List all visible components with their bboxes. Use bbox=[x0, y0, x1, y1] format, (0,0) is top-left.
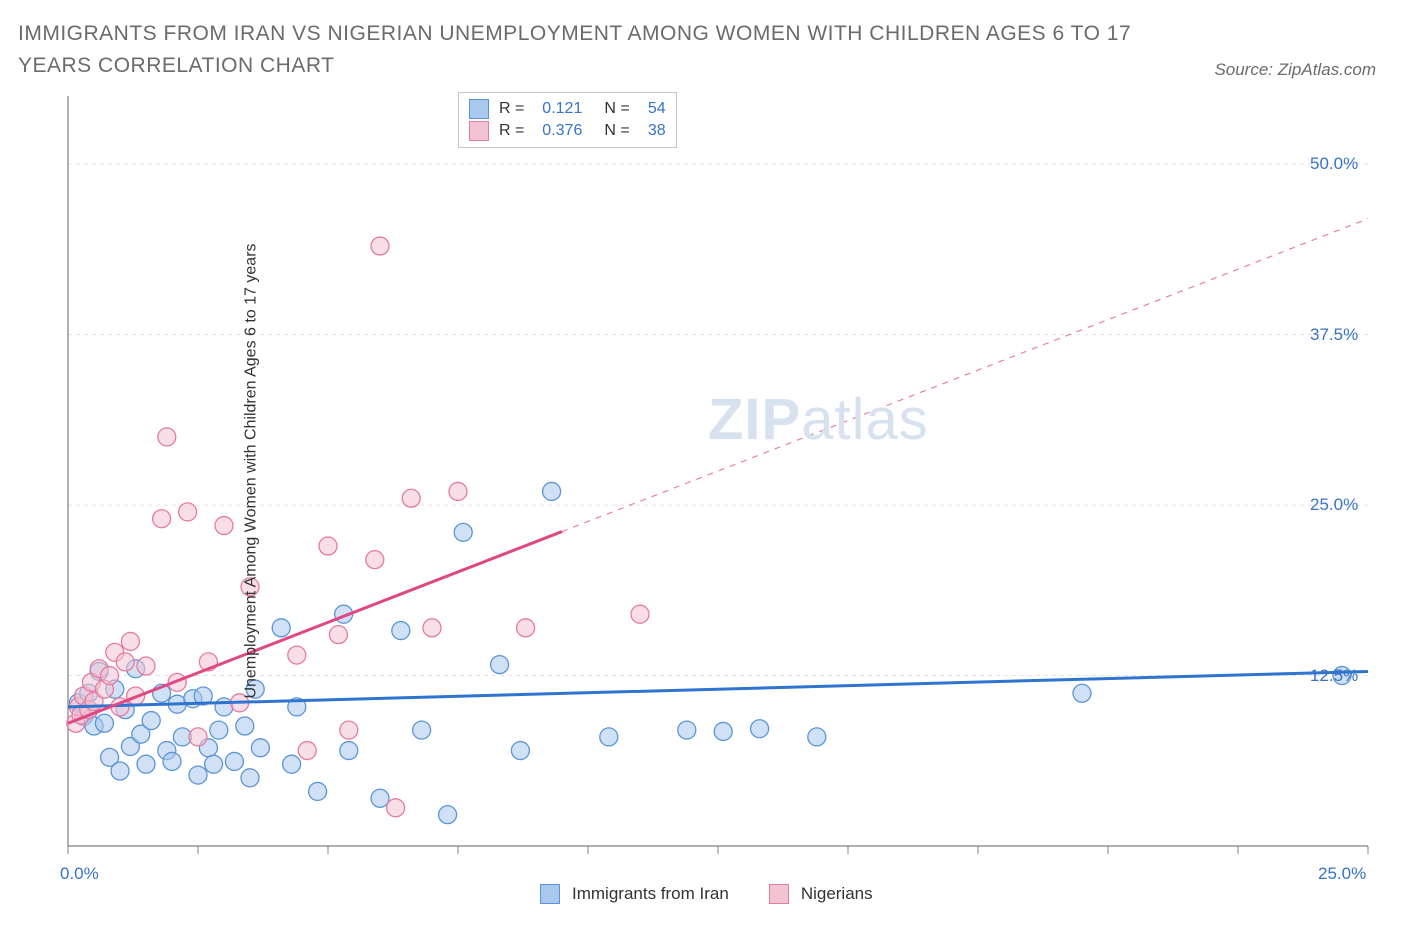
scatter-svg bbox=[68, 96, 1368, 846]
x-tick-label: 0.0% bbox=[60, 864, 99, 884]
n-value: 38 bbox=[636, 122, 666, 140]
swatch-iran bbox=[540, 884, 560, 904]
plot-area: Unemployment Among Women with Children A… bbox=[68, 96, 1368, 846]
n-label: N = bbox=[604, 100, 629, 118]
series-legend: Immigrants from Iran Nigerians bbox=[540, 884, 873, 904]
r-label: R = bbox=[499, 100, 524, 118]
swatch-nigerians bbox=[769, 884, 789, 904]
y-tick-label: 37.5% bbox=[1310, 325, 1358, 345]
y-tick-label: 25.0% bbox=[1310, 495, 1358, 515]
correlation-legend: R = 0.121 N = 54 R = 0.376 N = 38 bbox=[458, 92, 677, 148]
legend-label-nigerians: Nigerians bbox=[801, 884, 873, 904]
x-tick-label: 25.0% bbox=[1318, 864, 1366, 884]
legend-row: R = 0.121 N = 54 bbox=[469, 98, 666, 120]
r-value: 0.376 bbox=[530, 122, 582, 140]
legend-item-nigerians: Nigerians bbox=[769, 884, 873, 904]
n-label: N = bbox=[604, 122, 629, 140]
legend-swatch bbox=[469, 121, 489, 141]
y-axis-label: Unemployment Among Women with Children A… bbox=[243, 243, 261, 698]
legend-item-iran: Immigrants from Iran bbox=[540, 884, 729, 904]
legend-label-iran: Immigrants from Iran bbox=[572, 884, 729, 904]
y-tick-label: 50.0% bbox=[1310, 154, 1358, 174]
source-citation: Source: ZipAtlas.com bbox=[1214, 60, 1376, 80]
r-value: 0.121 bbox=[530, 100, 582, 118]
r-label: R = bbox=[499, 122, 524, 140]
y-tick-label: 12.5% bbox=[1310, 666, 1358, 686]
legend-swatch bbox=[469, 99, 489, 119]
legend-row: R = 0.376 N = 38 bbox=[469, 120, 666, 142]
chart-title: IMMIGRANTS FROM IRAN VS NIGERIAN UNEMPLO… bbox=[18, 18, 1138, 81]
n-value: 54 bbox=[636, 100, 666, 118]
